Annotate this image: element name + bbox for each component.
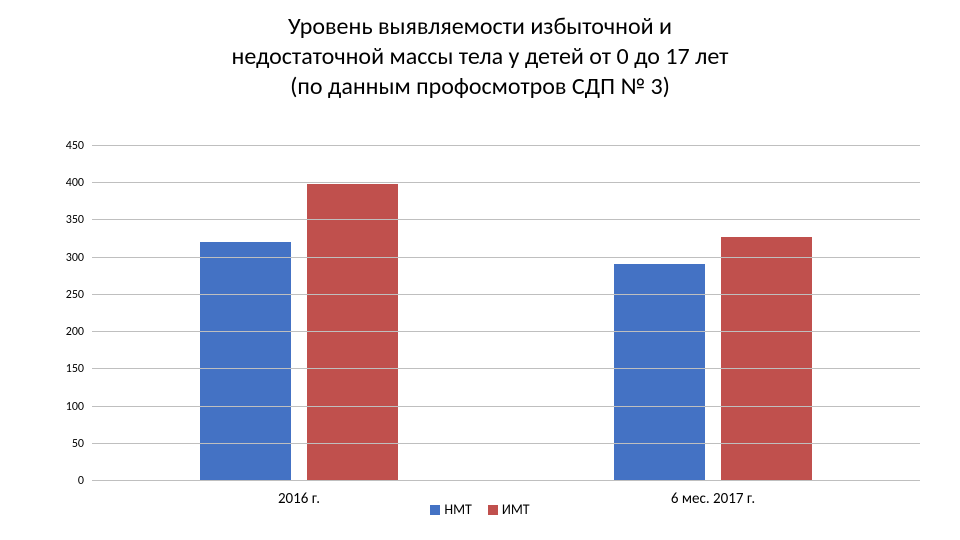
grid-line: 350 [92,219,920,220]
y-tick-label: 400 [66,176,92,190]
y-tick-label: 200 [66,325,92,339]
title-line: Уровень выявляемости избыточной и [60,12,900,42]
grid-line: 450 [92,145,920,146]
bar-group: 6 мес. 2017 г. [506,145,920,480]
bar-group: 2016 г. [92,145,506,480]
legend-swatch [430,505,440,515]
y-tick-label: 300 [66,251,92,265]
legend-label: ИМТ [502,501,530,518]
legend-swatch [488,505,498,515]
legend: НМТ ИМТ [0,500,960,518]
grid-line: 150 [92,368,920,369]
plot-area: 2016 г.6 мес. 2017 г. 0 50 100 150 200 250 300… [92,145,920,480]
legend-item: НМТ [430,500,472,518]
y-tick-label: 50 [72,437,92,451]
grid-line: 400 [92,182,920,183]
grid-line: 100 [92,406,920,407]
bar-groups: 2016 г.6 мес. 2017 г. [92,145,920,480]
grid-line: 0 [92,480,920,481]
bar [614,264,705,480]
legend-label: НМТ [444,501,472,518]
bar [200,242,291,480]
grid-line: 50 [92,443,920,444]
grid-line: 300 [92,257,920,258]
y-tick-label: 100 [66,400,92,414]
grid-line: 200 [92,331,920,332]
legend-item: ИМТ [488,500,530,518]
y-tick-label: 450 [66,139,92,153]
grid-line: 250 [92,294,920,295]
title-line: (по данным профосмотров СДП № 3) [60,72,900,102]
y-tick-label: 350 [66,213,92,227]
title-line: недостаточной массы тела у детей от 0 до… [60,42,900,72]
chart-container: Уровень выявляемости избыточной инедоста… [0,0,960,540]
y-tick-label: 150 [66,362,92,376]
y-tick-label: 0 [78,474,92,488]
chart-title: Уровень выявляемости избыточной инедоста… [60,12,900,102]
y-tick-label: 250 [66,288,92,302]
